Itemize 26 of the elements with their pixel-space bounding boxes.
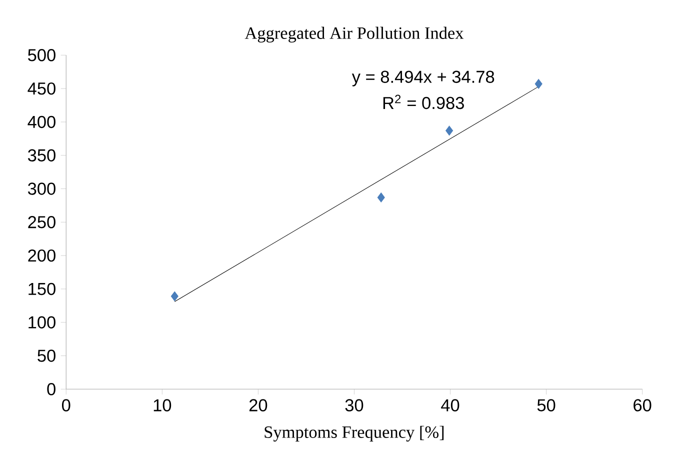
- x-tick-label: 30: [345, 399, 364, 412]
- point: [534, 78, 542, 89]
- annotation: R$^{2}$ = 0.983: [383, 94, 464, 109]
- y-tick-label: 250: [28, 216, 56, 228]
- point: [377, 192, 385, 202]
- x-tick-label: 10: [154, 399, 172, 412]
- x-tick-label: 60: [634, 399, 652, 412]
- y-tick-label: 0: [47, 382, 56, 396]
- x-tick-label: 0: [62, 399, 70, 412]
- x-axis-title: Symptoms Frequency [%]: [264, 426, 444, 442]
- y-tick-label: 150: [28, 282, 56, 295]
- y-tick-label: 300: [28, 182, 56, 195]
- chart-title: Aggregated Air Pollution Index: [244, 26, 464, 42]
- annotation: y = 8.494x + 34.78: [352, 70, 494, 86]
- y-tick-label: 100: [28, 316, 56, 328]
- y-tick-label: 500: [28, 48, 56, 62]
- y-tick-label: 50: [38, 350, 56, 362]
- y-tick-label: 200: [28, 249, 56, 262]
- point: [446, 126, 454, 136]
- x-tick-label: 50: [537, 399, 556, 412]
- x-tick-label: 20: [249, 399, 268, 412]
- y-tick-label: 350: [28, 149, 56, 162]
- y-tick-label: 450: [28, 82, 56, 95]
- x-tick-label: 40: [441, 399, 460, 412]
- y-tick-label: 400: [28, 116, 56, 128]
- point: [170, 291, 178, 302]
